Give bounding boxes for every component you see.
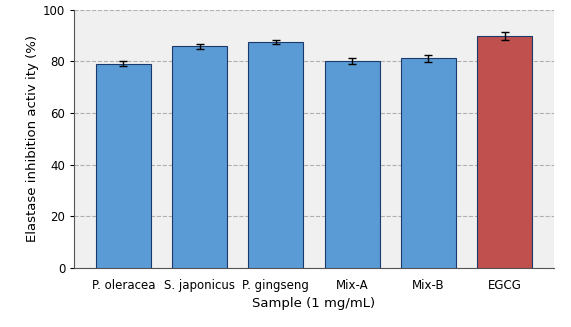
Bar (248, 42, 303, 268)
Bar (325, 61, 380, 268)
Bar (96, 63, 151, 268)
Bar (172, 46, 227, 268)
Bar (401, 59, 456, 268)
Bar (477, 36, 532, 268)
X-axis label: Sample (1 mg/mL): Sample (1 mg/mL) (252, 297, 376, 310)
Y-axis label: Elastase inhibition activ ity (%): Elastase inhibition activ ity (%) (26, 35, 39, 243)
